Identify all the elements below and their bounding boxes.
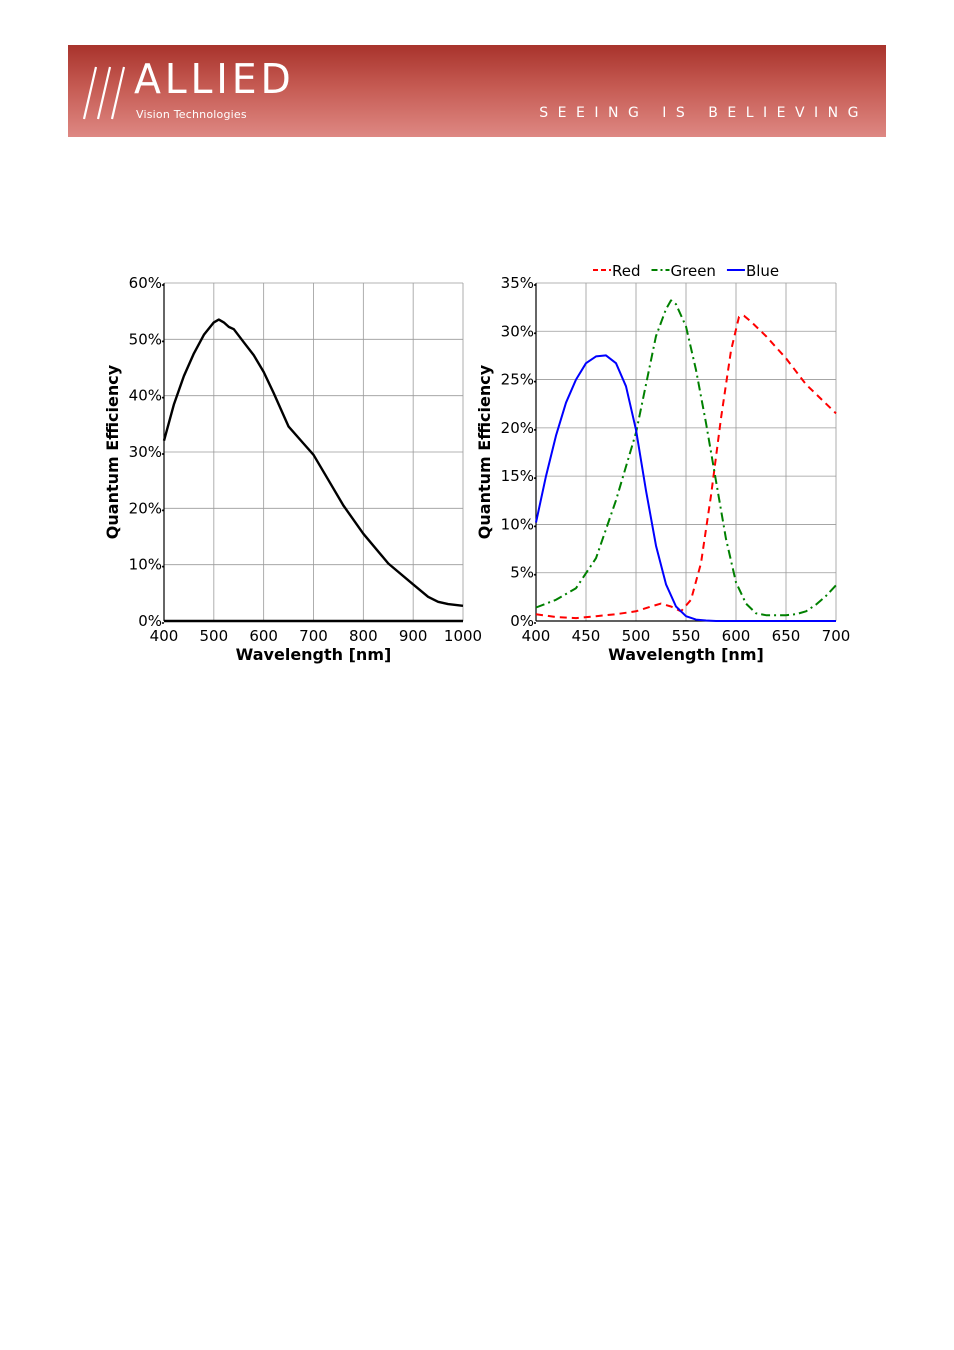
x-tick-label: 400 (522, 627, 551, 645)
y-tick-dot (534, 573, 536, 576)
tagline: SEEING IS BELIEVING (539, 105, 868, 121)
x-tick-label: 600 (722, 627, 751, 645)
y-tick-label: 10% (501, 515, 534, 533)
x-axis-title: Wavelength [nm] (236, 645, 392, 664)
y-tick-label: 30% (129, 443, 162, 461)
y-tick-label: 35% (501, 274, 534, 292)
y-tick-dot (162, 622, 164, 624)
y-tick-label: 50% (129, 330, 162, 348)
y-tick-label: 20% (501, 419, 534, 437)
legend-label-green: Green (671, 262, 716, 280)
x-tick-label: 1000 (444, 627, 482, 645)
y-tick-dot (534, 380, 536, 383)
color-qe-chart: 400 450 500 550 600 650 700 0% 5% 10% 15% 20% 25% 30%… (475, 262, 851, 664)
y-tick-dot (162, 509, 164, 512)
brand-subtitle: Vision Technologies (136, 108, 247, 121)
x-tick-label: 550 (672, 627, 701, 645)
y-tick-dot (162, 340, 164, 343)
y-tick-label: 40% (129, 387, 162, 405)
y-tick-dot (162, 453, 164, 455)
y-tick-dot (534, 332, 536, 335)
series-line-red (535, 314, 837, 620)
x-tick-label: 500 (622, 627, 651, 645)
y-tick-label: 30% (501, 322, 534, 340)
legend-label-blue: Blue (746, 262, 779, 280)
y-tick-dot (534, 525, 536, 528)
y-tick-dot (534, 622, 536, 624)
y-tick-dot (162, 396, 164, 399)
x-tick-label: 900 (399, 627, 428, 645)
legend-label-red: Red (612, 262, 641, 280)
x-tick-label: 600 (249, 627, 278, 645)
y-tick-dot (534, 284, 536, 286)
mono-qe-chart: 400 500 600 700 800 900 1000 0% 10% 20% 30% 40% 50% 6… (103, 274, 482, 664)
x-tick-label: 700 (299, 627, 328, 645)
x-tick-label: 800 (349, 627, 378, 645)
y-tick-label: 20% (129, 499, 162, 517)
y-tick-dot (162, 284, 164, 286)
series-line-qe (162, 318, 464, 607)
y-tick-dot (534, 428, 536, 431)
y-axis-title: Quantum Efficiency (103, 364, 122, 539)
y-tick-label: 25% (501, 371, 534, 389)
y-tick-label: 60% (129, 274, 162, 292)
y-tick-label: 0% (510, 612, 534, 630)
y-tick-label: 15% (501, 467, 534, 485)
brand-name: ALLIED (134, 55, 295, 103)
x-tick-label: 450 (572, 627, 601, 645)
series-line-green (535, 299, 837, 617)
x-tick-label: 500 (200, 627, 229, 645)
y-tick-dot (162, 565, 164, 568)
slashes-logo-icon (82, 66, 126, 120)
x-tick-label: 400 (150, 627, 179, 645)
y-tick-dot (534, 477, 536, 480)
x-tick-label: 700 (822, 627, 851, 645)
series-line-blue (535, 354, 836, 622)
y-tick-label: 10% (129, 556, 162, 574)
x-tick-label: 650 (772, 627, 801, 645)
header-banner: ALLIED Vision Technologies SEEING IS BEL… (68, 45, 886, 137)
y-tick-label: 5% (510, 564, 534, 582)
x-axis-title: Wavelength [nm] (608, 645, 764, 664)
y-tick-label: 0% (138, 612, 162, 630)
y-axis-title: Quantum Efficiency (475, 364, 494, 539)
